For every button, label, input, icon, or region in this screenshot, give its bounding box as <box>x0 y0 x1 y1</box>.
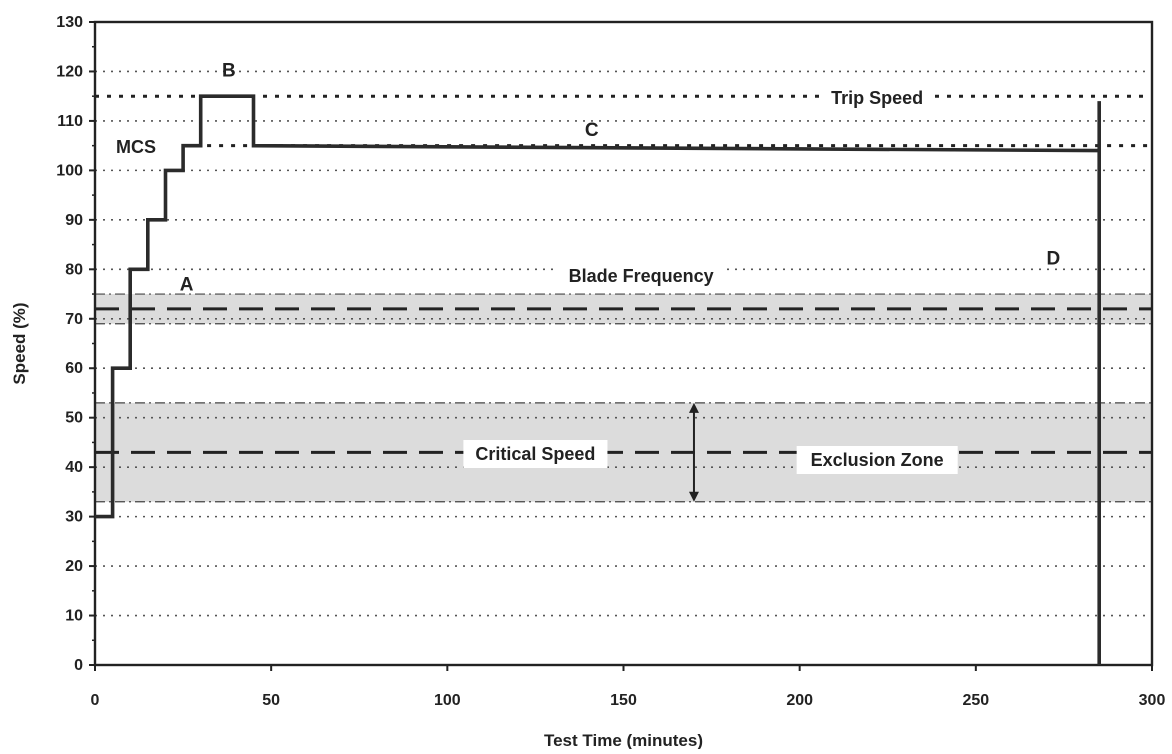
y-tick-label-2: 20 <box>65 558 83 575</box>
y-tick-label-6: 60 <box>65 360 83 377</box>
point-label-b: B <box>222 60 236 81</box>
y-tick-label-3: 30 <box>65 509 83 526</box>
x-axis-title: Test Time (minutes) <box>544 731 703 749</box>
y-tick-label-7: 70 <box>65 311 83 328</box>
y-axis-title: Speed (%) <box>10 302 29 384</box>
x-tick-label-4: 200 <box>786 692 813 709</box>
y-tick-label-9: 90 <box>65 212 83 229</box>
x-tick-label-2: 100 <box>434 692 461 709</box>
trip-speed-label: Trip Speed <box>831 88 923 108</box>
x-tick-label-1: 50 <box>262 692 280 709</box>
exclusion-zone-arrowhead-top <box>688 402 699 413</box>
series-line-0 <box>95 94 1101 665</box>
x-tick-label-3: 150 <box>610 692 637 709</box>
y-tick-label-11: 110 <box>57 113 83 130</box>
y-tick-label-0: 0 <box>74 657 83 674</box>
blade-frequency-label: Blade Frequency <box>569 266 714 286</box>
y-tick-label-13: 130 <box>56 14 83 31</box>
exclusion-zone-arrowhead-bottom <box>688 491 699 502</box>
critical-speed-label-background <box>463 440 608 468</box>
y-tick-label-5: 50 <box>65 410 83 427</box>
x-tick-label-6: 300 <box>1139 692 1166 709</box>
point-label-a: A <box>180 274 194 295</box>
blade-frequency-label-background <box>558 262 724 290</box>
x-tick-label-5: 250 <box>962 692 989 709</box>
mcs-label-background <box>112 133 160 161</box>
y-tick-label-12: 120 <box>56 63 83 80</box>
point-label-c: C <box>585 120 599 141</box>
critical-speed-label: Critical Speed <box>475 444 595 464</box>
point-label-d: D <box>1046 248 1060 269</box>
y-tick-label-4: 40 <box>65 459 83 476</box>
exclusion-zone-label-background <box>796 446 958 474</box>
exclusion-zone-label: Exclusion Zone <box>811 450 944 470</box>
x-tick-label-0: 0 <box>91 692 100 709</box>
trip-speed-label-background <box>823 84 932 112</box>
mcs-label: MCS <box>116 137 156 157</box>
y-tick-label-8: 80 <box>65 261 83 278</box>
y-tick-label-10: 100 <box>56 162 83 179</box>
y-tick-label-1: 10 <box>65 608 83 625</box>
